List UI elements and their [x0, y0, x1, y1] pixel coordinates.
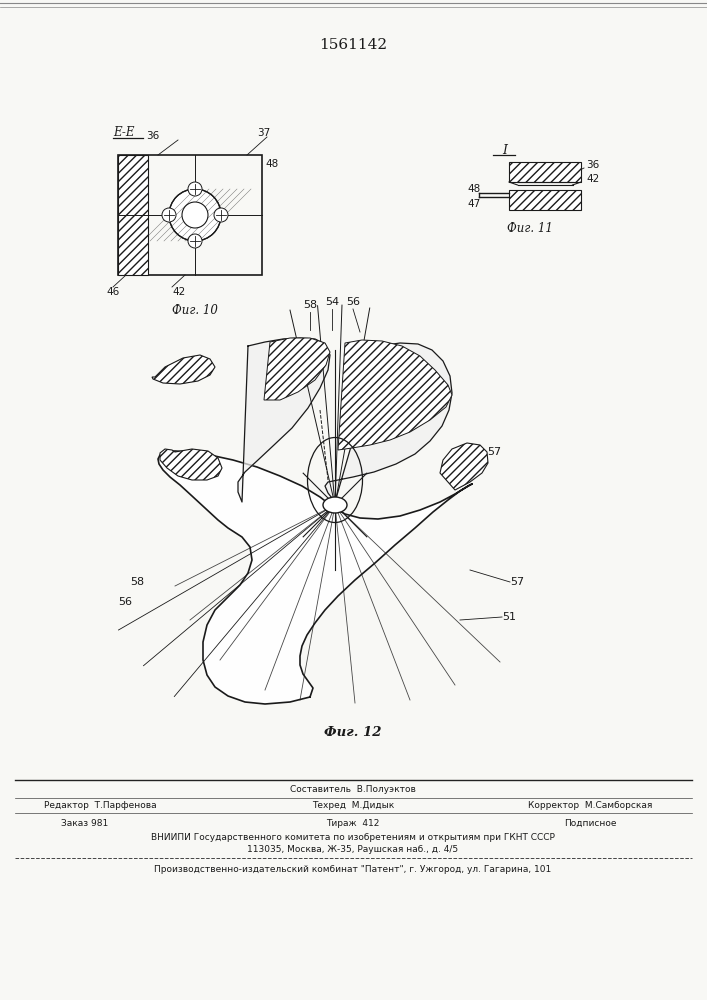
- Bar: [118, 155, 262, 275]
- Text: Фиг. 11: Фиг. 11: [507, 222, 553, 234]
- Text: Составитель  В.Полуэктов: Составитель В.Полуэктов: [290, 786, 416, 794]
- Bar: [118, 155, 148, 275]
- Polygon shape: [509, 162, 581, 182]
- Text: Заказ 981: Заказ 981: [62, 818, 109, 828]
- Text: Производственно-издательский комбинат "Патент", г. Ужгород, ул. Гагарина, 101: Производственно-издательский комбинат "П…: [154, 864, 551, 874]
- Text: Корректор  М.Самборская: Корректор М.Самборская: [528, 802, 652, 810]
- Text: 57: 57: [510, 577, 524, 587]
- Text: 58: 58: [130, 577, 144, 587]
- Text: 54: 54: [325, 297, 339, 307]
- Text: 46: 46: [106, 287, 119, 297]
- Text: Редактор  Т.Парфенова: Редактор Т.Парфенова: [44, 802, 156, 810]
- Polygon shape: [264, 338, 330, 400]
- Text: 36: 36: [146, 131, 159, 141]
- Circle shape: [182, 202, 208, 228]
- Polygon shape: [338, 340, 452, 450]
- Text: 42: 42: [586, 174, 600, 184]
- Text: E-E: E-E: [113, 126, 134, 139]
- Ellipse shape: [323, 497, 347, 513]
- Text: 51: 51: [502, 612, 516, 622]
- Text: Техред  М.Дидык: Техред М.Дидык: [312, 802, 394, 810]
- Circle shape: [169, 189, 221, 241]
- Polygon shape: [160, 449, 222, 480]
- Polygon shape: [325, 343, 452, 502]
- Circle shape: [188, 182, 202, 196]
- Text: ВНИИПИ Государственного комитета по изобретениям и открытиям при ГКНТ СССР: ВНИИПИ Государственного комитета по изоб…: [151, 832, 555, 842]
- Text: Подписное: Подписное: [563, 818, 617, 828]
- Circle shape: [188, 234, 202, 248]
- Text: Фиг. 12: Фиг. 12: [325, 726, 382, 738]
- Polygon shape: [152, 355, 215, 384]
- Text: 47: 47: [467, 199, 480, 209]
- Text: Фиг. 10: Фиг. 10: [172, 304, 218, 316]
- Polygon shape: [509, 190, 581, 210]
- Text: 56: 56: [118, 597, 132, 607]
- Text: 48: 48: [265, 159, 279, 169]
- Polygon shape: [440, 443, 488, 490]
- Text: 37: 37: [257, 128, 270, 138]
- Polygon shape: [158, 451, 472, 704]
- Text: 42: 42: [172, 287, 185, 297]
- Text: 56: 56: [346, 297, 360, 307]
- Text: Тираж  412: Тираж 412: [327, 818, 380, 828]
- Circle shape: [214, 208, 228, 222]
- Circle shape: [162, 208, 176, 222]
- Text: 113035, Москва, Ж-35, Раушская наб., д. 4/5: 113035, Москва, Ж-35, Раушская наб., д. …: [247, 844, 459, 854]
- Text: I: I: [503, 143, 508, 156]
- Text: 57: 57: [487, 447, 501, 457]
- Text: 1561142: 1561142: [319, 38, 387, 52]
- Text: 58: 58: [303, 300, 317, 310]
- Text: 36: 36: [586, 160, 600, 170]
- Text: 48: 48: [467, 184, 480, 194]
- Polygon shape: [238, 338, 330, 502]
